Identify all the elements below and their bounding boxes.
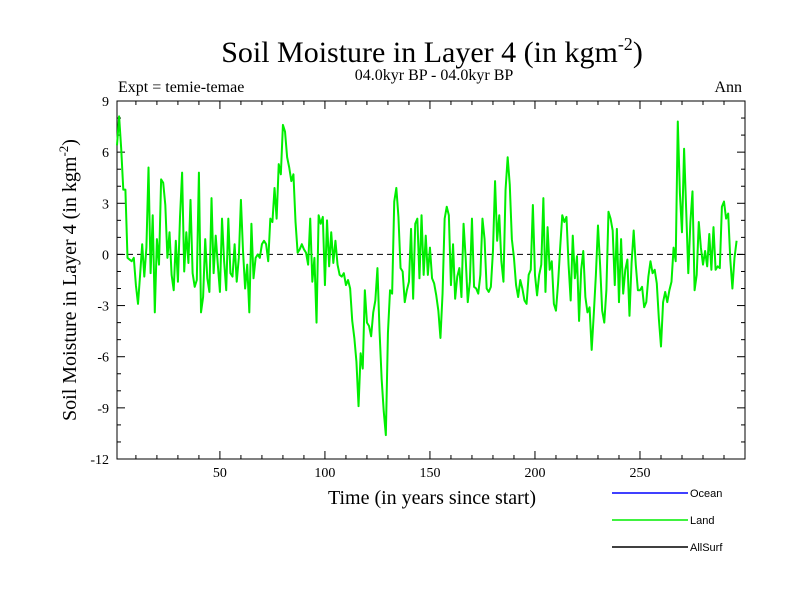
legend-label-ocean: Ocean <box>690 488 722 500</box>
plot-area: 50 100 150 200 250 9 6 3 0 -3 -6 -9 -12 <box>90 95 746 481</box>
x-tick-label: 100 <box>314 466 335 481</box>
x-tick-label: 150 <box>419 466 440 481</box>
y-tick-label: -9 <box>97 402 109 417</box>
y-tick-label: -3 <box>97 300 109 315</box>
chart-title: Soil Moisture in Layer 4 (in kgm-2) <box>221 34 643 69</box>
y-tick-label: 0 <box>102 248 109 263</box>
x-axis-label: Time (in years since start) <box>328 487 536 509</box>
legend-label-land: Land <box>690 515 714 527</box>
legend-label-allsurf: AllSurf <box>690 542 723 554</box>
y-tick-label: 6 <box>102 146 109 161</box>
plot-frame <box>116 100 746 460</box>
legend: Ocean Land AllSurf <box>612 488 723 554</box>
period-label: 04.0kyr BP - 04.0kyr BP <box>355 67 514 84</box>
axis-ticks: 50 100 150 200 250 9 6 3 0 -3 -6 -9 -12 <box>90 95 745 481</box>
land-series-line <box>116 115 738 437</box>
season-label: Ann <box>714 79 742 96</box>
y-axis-label: Soil Moisture in Layer 4 (in kgm-2) <box>56 139 81 421</box>
x-tick-label: 250 <box>629 466 650 481</box>
x-tick-label: 200 <box>524 466 545 481</box>
y-tick-label: -12 <box>90 453 109 468</box>
x-tick-label: 50 <box>213 466 227 481</box>
y-tick-label: 3 <box>102 197 109 212</box>
y-tick-label: 9 <box>102 95 109 110</box>
y-tick-label: -6 <box>97 351 109 366</box>
expt-label: Expt = temie-temae <box>118 79 244 96</box>
